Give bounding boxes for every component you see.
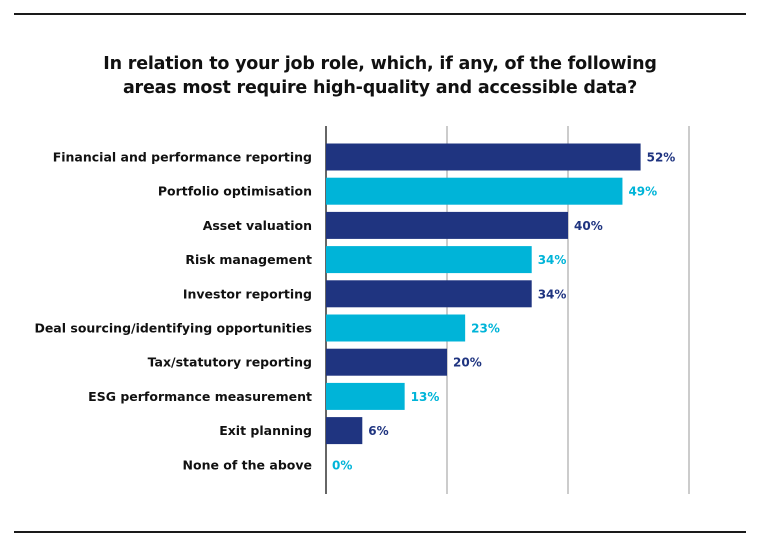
category-label: Financial and performance reporting <box>53 150 312 165</box>
bar <box>326 177 623 205</box>
category-label: Deal sourcing/identifying opportunities <box>34 321 312 336</box>
value-label: 13% <box>411 390 440 404</box>
bar <box>326 143 641 171</box>
bar <box>326 382 405 410</box>
bar <box>326 246 532 274</box>
value-label: 6% <box>368 424 388 438</box>
category-label: None of the above <box>183 457 312 472</box>
category-label: Tax/statutory reporting <box>148 355 312 370</box>
value-label: 0% <box>332 458 352 472</box>
value-label: 34% <box>538 287 567 301</box>
value-labels: 52% 49% 40% 34% 34% 23% 20% 13% 6% 0% <box>332 151 675 473</box>
top-rule <box>14 13 746 15</box>
value-label: 34% <box>538 253 567 267</box>
bar <box>326 314 466 342</box>
chart-title-line-2: areas most require high-quality and acce… <box>122 78 638 98</box>
category-label: Investor reporting <box>183 286 312 301</box>
bar <box>326 280 532 308</box>
value-label: 40% <box>574 219 603 233</box>
value-label: 52% <box>647 151 676 165</box>
bar <box>326 348 447 376</box>
chart-title-line-1: In relation to your job role, which, if … <box>103 54 657 74</box>
chart-title: In relation to your job role, which, if … <box>0 52 760 100</box>
value-label: 49% <box>628 185 657 199</box>
category-label: Asset valuation <box>203 218 312 233</box>
category-label: Portfolio optimisation <box>158 184 312 199</box>
value-label: 20% <box>453 356 482 370</box>
bar <box>326 417 363 445</box>
bars <box>326 143 641 445</box>
value-label: 23% <box>471 322 500 336</box>
category-labels: Financial and performance reporting Portf… <box>34 150 312 473</box>
category-label: Risk management <box>185 252 312 267</box>
category-label: ESG performance measurement <box>88 389 312 404</box>
bar <box>326 211 568 239</box>
category-label: Exit planning <box>219 423 312 438</box>
bottom-rule <box>14 531 746 533</box>
